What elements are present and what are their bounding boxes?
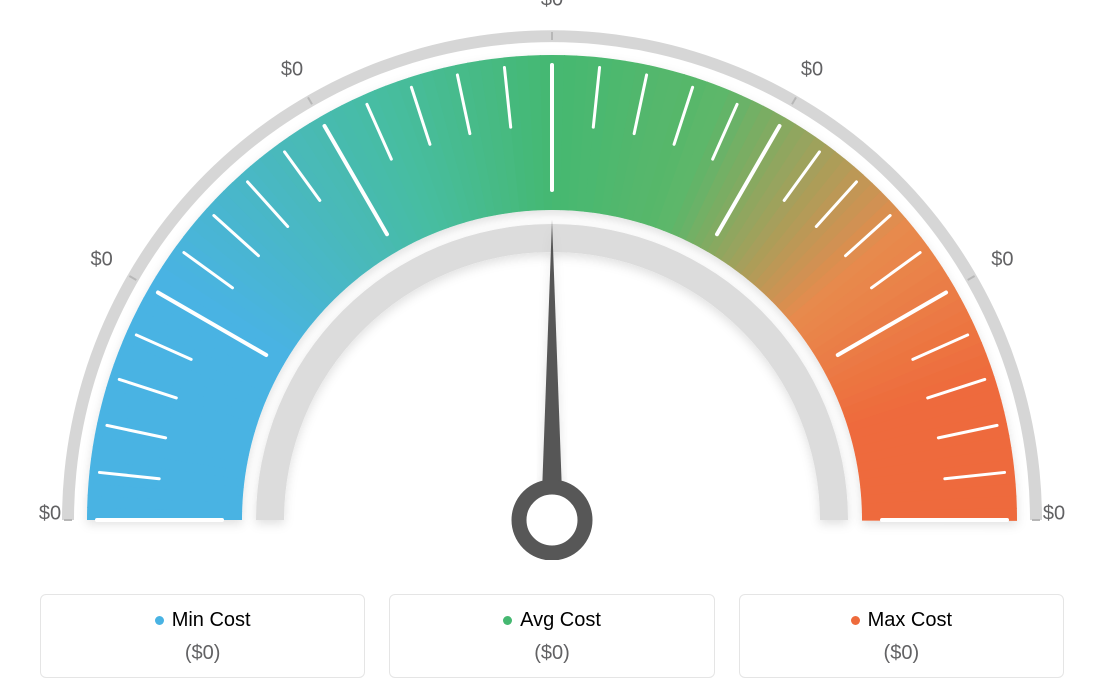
gauge-tick-label: $0 [541,0,563,12]
gauge-tick-label: $0 [281,58,303,81]
legend-value-min: ($0) [51,642,354,665]
legend-dot-max [851,616,860,625]
gauge-tick-label: $0 [991,249,1013,272]
cost-gauge-widget: $0 $0 $0 $0 $0 $0 $0 Min Cost ($0) Avg Cost ($… [0,0,1104,690]
gauge-tick-label: $0 [39,503,61,526]
gauge-svg [0,0,1104,560]
gauge-tick-label: $0 [801,58,823,81]
legend-label-min: Min Cost [172,609,251,632]
legend-title-max: Max Cost [851,609,952,632]
legend-value-avg: ($0) [400,642,703,665]
legend-title-avg: Avg Cost [503,609,601,632]
gauge-tick-label: $0 [1043,503,1065,526]
legend-label-avg: Avg Cost [520,609,601,632]
legend-dot-min [155,616,164,625]
gauge-chart: $0 $0 $0 $0 $0 $0 $0 [0,0,1104,560]
legend-row: Min Cost ($0) Avg Cost ($0) Max Cost ($0… [40,594,1064,678]
legend-dot-avg [503,616,512,625]
legend-label-max: Max Cost [868,609,952,632]
legend-title-min: Min Cost [155,609,251,632]
legend-value-max: ($0) [750,642,1053,665]
gauge-tick-label: $0 [91,249,113,272]
legend-card-avg: Avg Cost ($0) [389,594,714,678]
legend-card-min: Min Cost ($0) [40,594,365,678]
legend-card-max: Max Cost ($0) [739,594,1064,678]
